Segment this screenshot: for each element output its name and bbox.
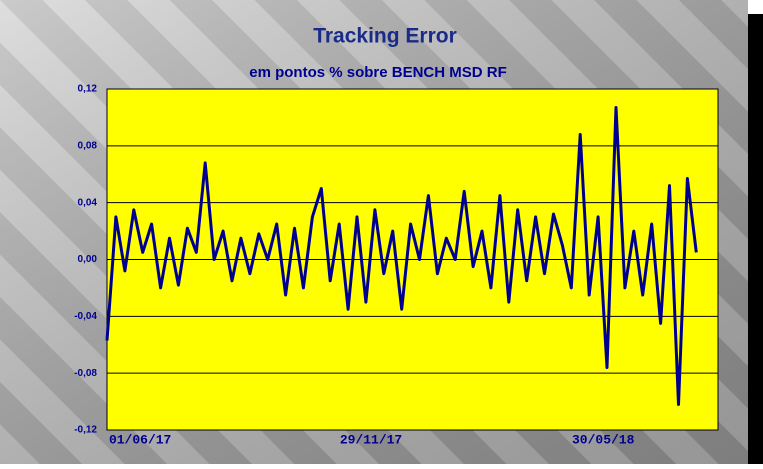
x-tick-label: 01/06/17 <box>109 432 171 447</box>
y-tick-label: 0,08 <box>78 140 98 151</box>
chart-title: Tracking Error <box>313 25 457 48</box>
chart-subtitle: em pontos % sobre BENCH MSD RF <box>249 64 507 81</box>
x-tick-label: 29/11/17 <box>340 432 402 447</box>
y-tick-label: 0,12 <box>78 84 98 95</box>
shadow <box>748 14 763 464</box>
y-tick-label: -0,04 <box>74 311 97 322</box>
data-line <box>105 106 698 406</box>
y-tick-label: 0,00 <box>78 254 98 265</box>
y-tick-label: -0,12 <box>74 425 97 436</box>
x-tick-label: 30/05/18 <box>572 432 635 447</box>
y-tick-label: 0,04 <box>78 197 98 208</box>
y-tick-label: -0,08 <box>74 368 97 379</box>
